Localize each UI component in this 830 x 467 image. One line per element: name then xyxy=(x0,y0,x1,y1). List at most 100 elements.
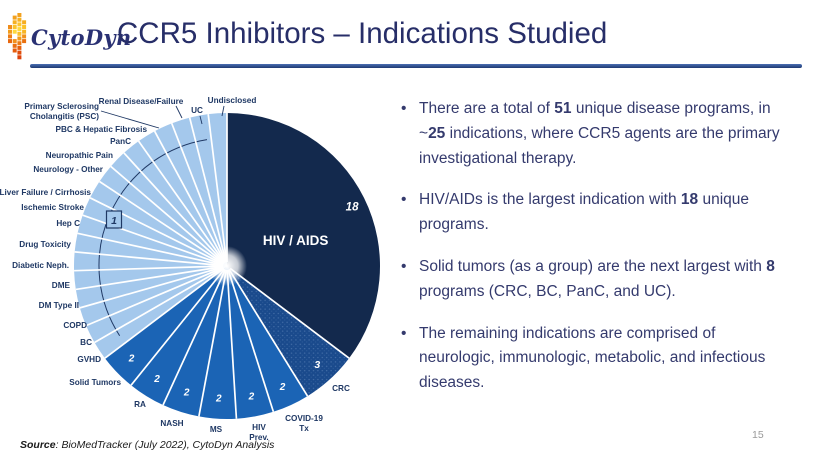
slice-outer-label: COVID-19 Tx xyxy=(285,414,323,433)
center-glow xyxy=(207,246,247,286)
bullet-item: • Solid tumors (as a group) are the next … xyxy=(398,255,780,305)
bullet-text: The remaining indications are comprised … xyxy=(419,324,766,392)
pie-slice xyxy=(99,166,227,266)
slice-outer-label: Undisclosed xyxy=(208,96,257,105)
slice-separator xyxy=(89,197,224,265)
indications-pie-chart: 18 HIV / AIDS 3 2 2 2 2 2 2 CRC COVID-19 Tx HIV Prev.… xyxy=(0,96,380,442)
slice-outer-label: MS xyxy=(210,425,223,434)
slice-outer-label: NASH xyxy=(160,419,183,428)
bullet-list: • There are a total of 51 unique disease … xyxy=(398,97,780,413)
slice-outer-label: Primary Sclerosing Cholangitis (PSC) xyxy=(24,102,99,121)
bullet-text: 25 xyxy=(428,124,446,142)
slice-separator xyxy=(153,130,226,263)
pie-slice xyxy=(94,266,228,359)
slice-separator xyxy=(137,140,226,264)
slice-outer-label: BC xyxy=(80,338,92,347)
label-leader-line xyxy=(199,115,203,125)
bullet-marker: • xyxy=(401,324,407,342)
slice-outer-label: Solid Tumors xyxy=(69,378,121,387)
one-group-callout: 1 xyxy=(111,215,117,227)
slice-value: 2 xyxy=(183,388,190,399)
slice-outer-label: Neuropathic Pain xyxy=(46,151,113,160)
slice-outer-label: GVHD xyxy=(77,355,101,364)
slice-separator xyxy=(75,265,224,291)
slice-separator xyxy=(98,180,225,265)
slice-outer-label: RA xyxy=(134,400,146,409)
one-group-callout-box xyxy=(105,210,123,229)
slice-value: 2 xyxy=(153,374,160,385)
pie-slice xyxy=(90,181,228,266)
slice-separator xyxy=(74,251,224,267)
slice-value: 3 xyxy=(314,359,320,371)
pie-slice xyxy=(227,113,380,359)
page-title: CCR5 Inhibitors – Indications Studied xyxy=(117,17,608,50)
bullet-marker: • xyxy=(401,257,407,275)
slice-separator xyxy=(229,267,350,359)
pie-slice xyxy=(123,141,227,266)
slice-separator xyxy=(188,117,227,263)
label-leader-line xyxy=(100,110,160,129)
pie-slice xyxy=(198,266,237,419)
slice-outer-label: Renal Disease/Failure xyxy=(99,97,184,106)
slice-separator xyxy=(94,267,224,344)
slice-value: 2 xyxy=(248,392,255,403)
slice-separator xyxy=(77,232,224,266)
slice-value: 2 xyxy=(128,354,135,365)
slice-outer-label: PBC & Hepatic Fibrosis xyxy=(56,125,148,134)
slice-value: 18 xyxy=(346,202,359,214)
cytodyn-logo-text: CytoDyn xyxy=(31,25,132,50)
slice-separator xyxy=(85,266,224,327)
slice-outer-label: CRC xyxy=(332,384,350,393)
slice-separator xyxy=(123,152,225,264)
pie-slice-dot-texture xyxy=(227,266,350,397)
slice-value: 2 xyxy=(215,394,222,405)
bullet-text: unique disease programs, in ~ xyxy=(419,100,771,142)
pie-slice xyxy=(138,131,227,266)
bullet-text: There are a total of xyxy=(419,100,555,117)
bullet-text: 18 xyxy=(680,191,699,209)
slice-separator xyxy=(227,269,275,413)
bullet-text: programs (CRC, BC, PanC, and UC). xyxy=(419,282,676,300)
slice-separator xyxy=(79,266,224,309)
slice-outer-label: DM Type II xyxy=(39,301,79,310)
pie-slice xyxy=(163,266,227,417)
source-label: Source xyxy=(20,439,56,451)
slice-value: 2 xyxy=(279,382,286,393)
slice-outer-label: COPD xyxy=(63,321,87,330)
pie-slice xyxy=(154,123,227,266)
slice-separator xyxy=(162,269,227,406)
page-number: 15 xyxy=(752,429,764,441)
slice-outer-label: Liver Failure / Cirrhosis xyxy=(0,188,91,197)
slice-outer-label: UC xyxy=(191,106,203,115)
bullet-text: unique programs. xyxy=(419,191,749,234)
pie-slice xyxy=(74,251,227,271)
slice-separator xyxy=(130,268,226,386)
cytodyn-logo-icon xyxy=(8,13,27,60)
label-leader-line xyxy=(175,105,183,119)
bullet-text: 51 xyxy=(554,100,572,117)
slice-outer-label: PanC xyxy=(110,137,131,146)
bullet-item: • There are a total of 51 unique disease … xyxy=(398,97,780,171)
slice-separator xyxy=(74,265,224,272)
slice-outer-label: DME xyxy=(52,281,71,290)
slice-separator xyxy=(228,268,309,397)
bullet-text: indications, where CCR5 agents are the p… xyxy=(419,124,780,167)
slice-separator xyxy=(170,123,227,263)
slice-inner-label: HIV / AIDS xyxy=(263,233,329,248)
bullet-item: • HIV/AIDs is the largest indication with… xyxy=(398,188,780,238)
source-text: : BioMedTracker (July 2022), CytoDyn Ana… xyxy=(55,439,275,451)
bullet-text: Solid tumors (as a group) are the next l… xyxy=(419,257,767,275)
slice-separator xyxy=(110,165,225,265)
pie-slice xyxy=(86,266,227,343)
slice-outer-label: Ischemic Stroke xyxy=(21,203,84,212)
title-divider xyxy=(30,64,802,68)
pie-slice xyxy=(131,266,227,405)
slice-separator xyxy=(226,269,238,419)
bullet-text: HIV/AIDs is the largest indication with xyxy=(419,191,681,209)
slice-separator xyxy=(104,267,225,359)
slice-outer-label: Diabetic Neph. xyxy=(12,261,69,270)
slice-outer-label: Neurology - Other xyxy=(33,165,103,174)
bullet-text: 8 xyxy=(766,257,775,275)
slice-separator xyxy=(207,114,228,263)
